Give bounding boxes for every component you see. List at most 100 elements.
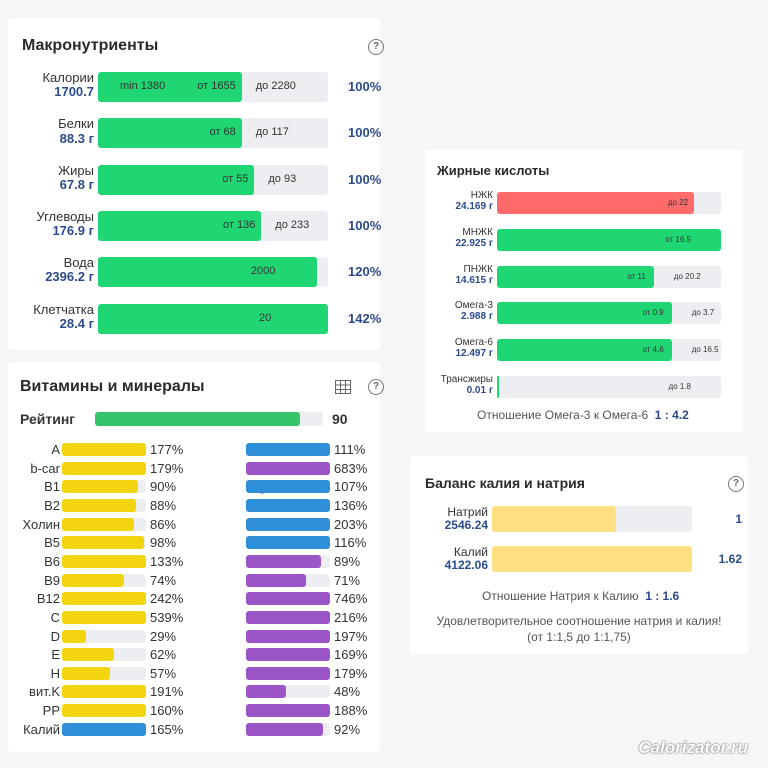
- to-marker: до 1.8: [668, 382, 691, 391]
- nutrient-percent: 191%: [150, 684, 184, 700]
- nutrient-percent: 88%: [150, 497, 177, 513]
- nutrient-name: Белки: [58, 116, 94, 132]
- to-marker: до 22: [667, 198, 689, 207]
- balance-title: Баланс калия и натрия: [425, 475, 585, 491]
- watermark-logo: Calorizator.ru: [638, 738, 748, 757]
- nutrient-name: Холин: [22, 516, 61, 532]
- nutrient-bar: [62, 461, 146, 475]
- nutrient-name: Вода: [63, 255, 94, 271]
- nutrient-bar-fill: [62, 685, 146, 699]
- mineral-label: Калий 4122.06: [410, 545, 488, 572]
- fatty-acid-label: ПНЖК 14.615 г: [425, 264, 493, 286]
- fatty-acids-panel: Жирные кислоты НЖК 24.169 г до 22 МНЖК 22.92…: [425, 150, 743, 432]
- fatty-acids-title: Жирные кислоты: [437, 163, 550, 178]
- nutrient-name: PP: [42, 703, 60, 719]
- nutrient-percent: 107%: [334, 479, 368, 495]
- nutrient-bar-fill: [62, 592, 146, 606]
- nutrient-name: B5: [44, 535, 60, 551]
- nutrient-label: Белки 88.3 г: [8, 116, 94, 146]
- help-icon[interactable]: ?: [368, 379, 384, 395]
- nutrient-name: Жиры: [58, 162, 94, 178]
- nutrient-bar: [246, 629, 330, 643]
- nutrient-bar: [246, 722, 330, 736]
- to-marker: до 233: [275, 218, 310, 231]
- nutrient-bar: 20: [98, 303, 328, 334]
- nutrient-name: Углеводы: [36, 208, 94, 224]
- nutrient-bar: [246, 573, 330, 587]
- nutrient-bar: от 136 до 233: [98, 210, 328, 241]
- nutrient-bar: [62, 685, 146, 699]
- nutrient-percent: 160%: [150, 703, 184, 719]
- nutrient-bar-fill: [98, 210, 262, 241]
- nutrient-bar-fill: [62, 704, 146, 718]
- nutrient-percent: 120%: [348, 264, 382, 280]
- nutrient-percent: 100%: [348, 217, 382, 233]
- fatty-acid-value: 0.01 г: [466, 385, 493, 396]
- fatty-acid-value: 14.615 г: [455, 274, 493, 286]
- to-marker: до 117: [255, 126, 289, 139]
- help-icon[interactable]: ?: [728, 476, 744, 492]
- mineral-name: Калий: [453, 545, 488, 559]
- fatty-acid-name: Омега-3: [454, 300, 493, 312]
- nutrient-bar: [62, 629, 146, 643]
- nutrient-bar-fill: [246, 722, 324, 736]
- from-marker: от 4.6: [642, 345, 664, 355]
- nutrient-bar-fill: [62, 443, 146, 456]
- nutrient-name: B6: [44, 553, 60, 569]
- vitamins-minerals-panel: Витамины и минералы ? Рейтинг 90 A 177% b-…: [8, 362, 384, 752]
- nutrient-bar-fill: [98, 72, 242, 102]
- nutrient-percent: 62%: [150, 647, 177, 663]
- nutrient-bar-fill: [246, 573, 306, 587]
- na-k-ratio-value: 1 : 1.6: [645, 589, 680, 603]
- help-icon[interactable]: ?: [368, 39, 384, 55]
- nutrient-percent: 98%: [150, 535, 177, 551]
- potassium-sodium-panel: Баланс калия и натрия ? Натрий 2546.24 1 Ка…: [410, 456, 748, 654]
- nutrient-name: B2: [44, 497, 60, 513]
- nutrient-name: A: [51, 442, 60, 457]
- nutrient-bar: min 1380 от 1655 до 2280: [98, 72, 328, 102]
- nutrient-percent: 242%: [150, 591, 184, 607]
- nutrient-bar: [62, 666, 146, 680]
- nutrient-name: H: [50, 665, 60, 681]
- nutrient-bar-fill: [246, 610, 330, 624]
- mineral-ratio-number: 1: [735, 512, 742, 526]
- nutrient-percent: 92%: [334, 721, 361, 737]
- nutrient-bar: [246, 443, 330, 456]
- nutrient-name: Калий: [23, 721, 60, 737]
- nutrient-percent: 683%: [334, 460, 368, 476]
- min-marker: min 1380: [120, 80, 166, 92]
- fatty-acid-name: Трансжиры: [440, 374, 493, 385]
- from-marker: от 1655: [197, 80, 236, 92]
- nutrient-bar: [246, 592, 330, 606]
- nutrient-percent: 539%: [150, 609, 184, 625]
- nutrient-percent: 177%: [150, 442, 184, 457]
- nutrient-name: C: [50, 609, 60, 625]
- nutrient-bar-fill: [246, 554, 321, 568]
- table-view-icon[interactable]: [335, 380, 351, 394]
- mineral-name: Натрий: [447, 505, 488, 519]
- nutrient-bar: [62, 592, 146, 606]
- nutrient-label: Углеводы 176.9 г: [8, 208, 94, 239]
- nutrient-percent: 136%: [334, 497, 368, 513]
- nutrient-bar: [62, 443, 146, 456]
- nutrient-bar-fill: [62, 517, 135, 531]
- nutrient-bar-fill: [246, 685, 287, 699]
- nutrient-bar-fill: [62, 648, 115, 662]
- nutrient-percent: 216%: [334, 609, 368, 625]
- rating-bar-fill: [95, 412, 301, 426]
- nutrient-bar-fill: [62, 554, 146, 568]
- nutrient-bar: [246, 610, 330, 624]
- nutrient-bar: [62, 480, 146, 494]
- nutrient-percent: 116%: [334, 535, 367, 551]
- nutrient-name: E: [51, 647, 60, 663]
- nutrient-percent: 100%: [348, 171, 382, 187]
- nutrient-percent: 29%: [150, 628, 177, 644]
- nutrient-bar: 2000: [98, 257, 328, 288]
- nutrient-value: 88.3 г: [59, 130, 94, 146]
- fatty-acid-value: 2.988 г: [461, 311, 493, 323]
- na-k-ratio-text: Отношение Натрия к Калию: [482, 589, 639, 603]
- nutrient-percent: 86%: [150, 516, 177, 532]
- fatty-acid-label: Трансжиры 0.01 г: [425, 374, 493, 396]
- from-marker: от 11: [627, 271, 646, 281]
- na-k-ratio: Отношение Натрия к Калию 1 : 1.6: [482, 589, 679, 603]
